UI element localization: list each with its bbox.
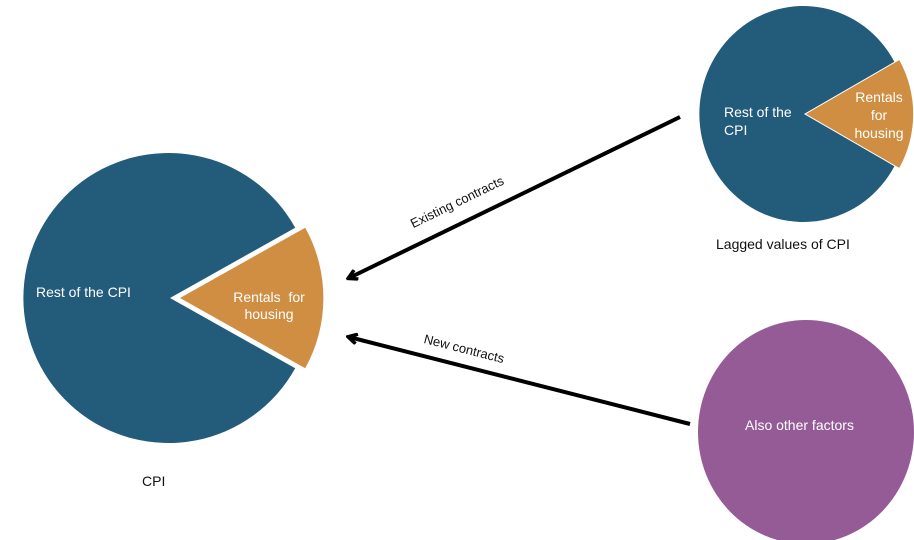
lagged-pie	[699, 5, 914, 223]
cpi-rest-sector	[23, 153, 296, 443]
lagged-rest-label-line1: Rest of the	[724, 104, 792, 120]
lagged-rentals-label-line3: housing	[854, 125, 904, 141]
lagged-rest-sector	[699, 5, 895, 223]
lagged-rentals-label-line1: Rentals	[855, 89, 903, 105]
cpi-caption: CPI	[142, 473, 166, 489]
cpi-rest-label: Rest of the CPI	[36, 284, 131, 300]
new-contracts-arrow	[349, 337, 691, 426]
cpi-rentals-label-line1: Rentals for	[233, 289, 305, 305]
existing-contracts-label: Existing contracts	[408, 173, 507, 231]
cpi-rentals-sector	[180, 227, 324, 369]
existing-contracts-arrow	[349, 115, 681, 278]
other-factors-label: Also other factors	[745, 417, 854, 433]
lagged-rentals-label: Rentals for housing	[846, 88, 912, 142]
cpi-pie	[23, 153, 324, 443]
lagged-rentals-label-line2: for	[870, 107, 888, 123]
lagged-caption: Lagged values of CPI	[716, 236, 850, 252]
cpi-rentals-label-line2: housing	[244, 306, 294, 322]
lagged-rest-label-line2: CPI	[724, 122, 748, 138]
lagged-rest-label: Rest of the CPI	[724, 103, 792, 139]
cpi-rentals-label: Rentals for housing	[222, 289, 316, 323]
other-factors-circle	[698, 320, 914, 540]
lagged-rentals-sector	[806, 60, 914, 168]
